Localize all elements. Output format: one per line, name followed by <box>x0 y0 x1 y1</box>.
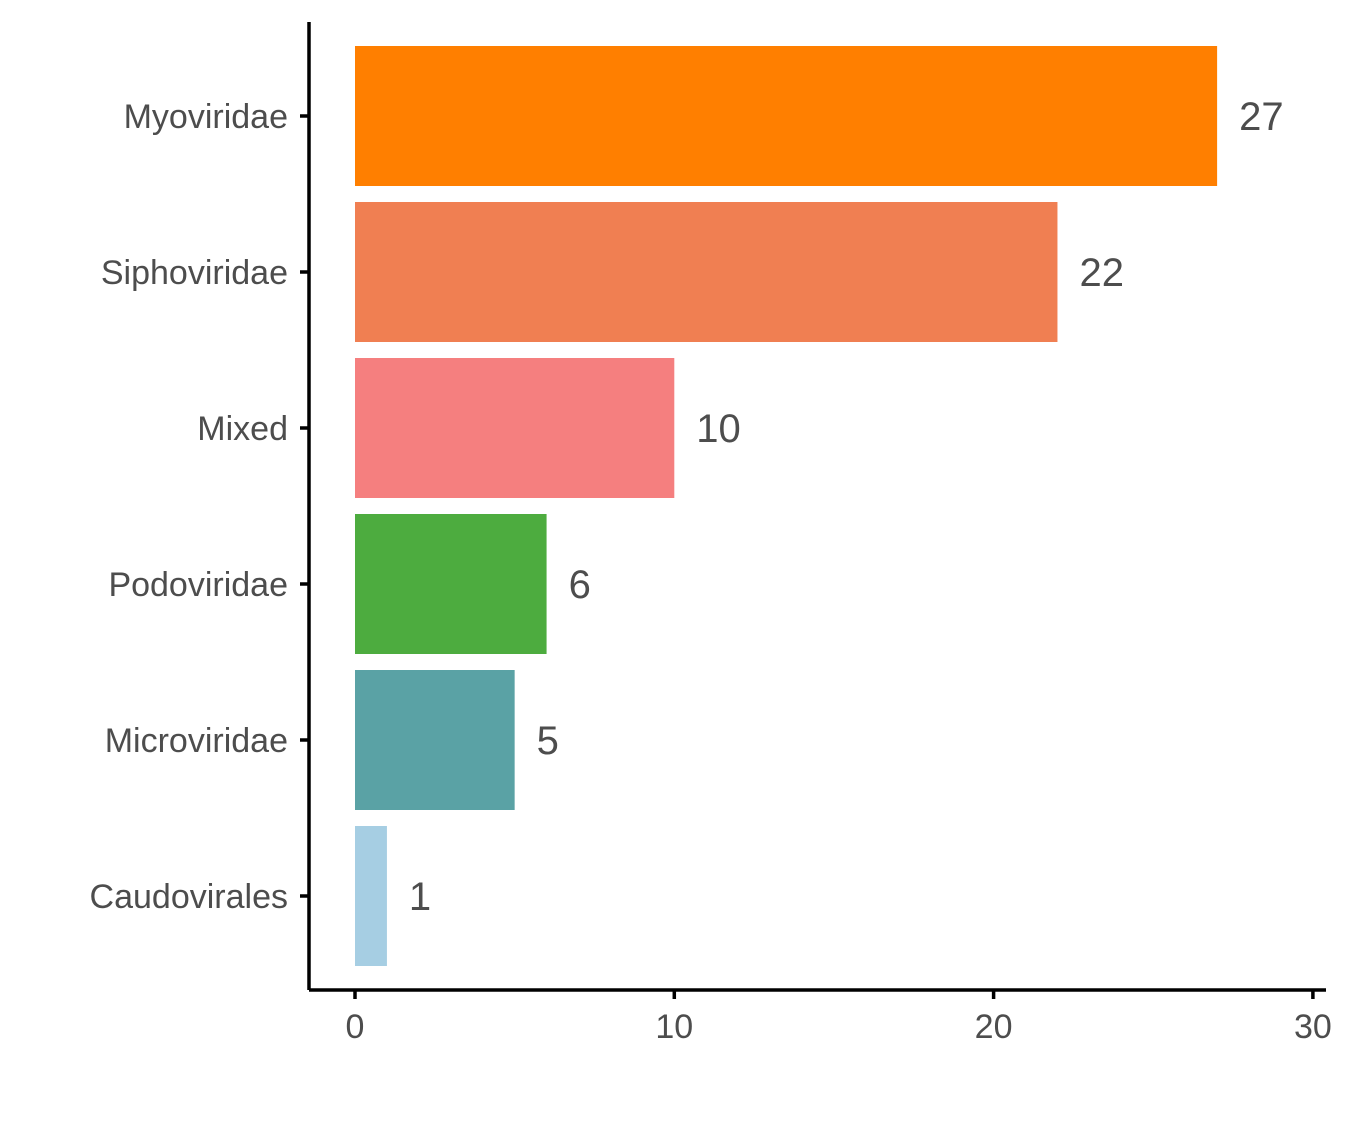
y-ticks-layer: Myoviridae Siphoviridae Mixed Podoviridae Mi… <box>90 98 309 916</box>
value-label-caudovirales: 1 <box>409 875 431 919</box>
y-tick-label-caudovirales: Caudovirales <box>90 878 288 916</box>
value-label-podoviridae: 6 <box>569 563 591 607</box>
value-labels-layer: 27 22 10 6 5 1 <box>409 95 1284 919</box>
x-tick-label-30: 30 <box>1294 1008 1332 1046</box>
value-label-siphoviridae: 22 <box>1079 251 1124 295</box>
bars-layer <box>355 46 1218 966</box>
y-tick-label-myoviridae: Myoviridae <box>124 98 288 136</box>
y-tick-label-mixed: Mixed <box>197 410 288 448</box>
value-label-microviridae: 5 <box>537 719 559 763</box>
axes-layer <box>307 22 1326 992</box>
x-tick-label-20: 20 <box>975 1008 1013 1046</box>
y-tick-label-microviridae: Microviridae <box>105 722 288 760</box>
bar-caudovirales <box>355 826 387 966</box>
x-ticks-layer: 0 10 20 30 <box>346 990 1332 1046</box>
y-tick-label-podoviridae: Podoviridae <box>108 566 288 604</box>
value-label-mixed: 10 <box>696 407 741 451</box>
bar-microviridae <box>355 670 515 810</box>
bar-podoviridae <box>355 514 547 654</box>
x-tick-label-0: 0 <box>346 1008 365 1046</box>
y-tick-label-siphoviridae: Siphoviridae <box>101 254 288 292</box>
value-label-myoviridae: 27 <box>1239 95 1284 139</box>
bar-siphoviridae <box>355 202 1058 342</box>
bar-myoviridae <box>355 46 1218 186</box>
x-tick-label-10: 10 <box>655 1008 693 1046</box>
bar-mixed <box>355 358 675 498</box>
